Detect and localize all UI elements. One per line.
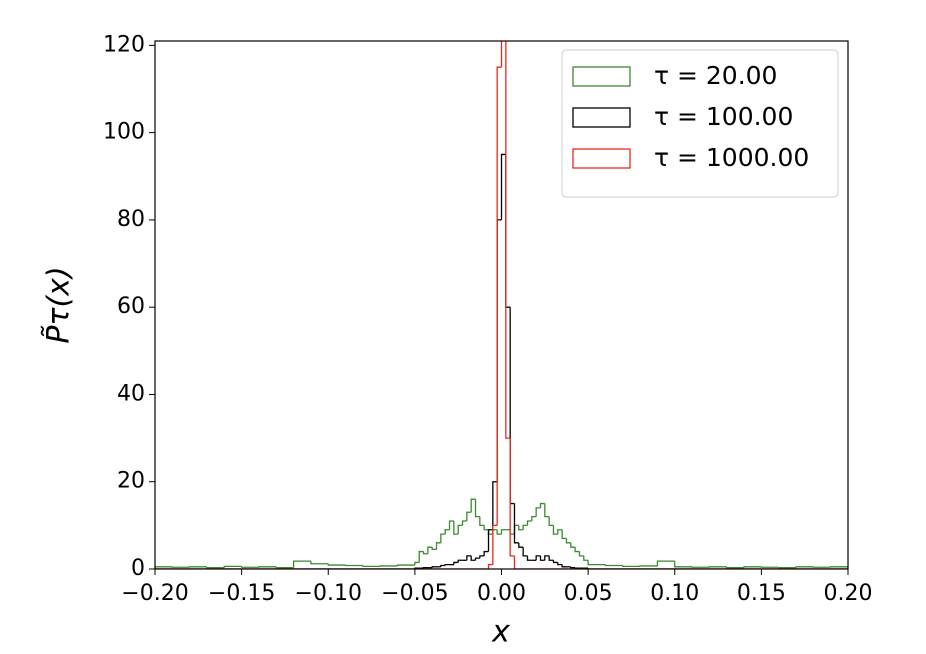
legend-label: τ = 100.00	[654, 102, 793, 131]
x-tick-label: −0.15	[208, 581, 275, 606]
x-tick-label: 0.20	[824, 581, 873, 606]
hist-step	[605, 565, 622, 566]
y-tick-label: 20	[117, 469, 145, 494]
hist-step	[571, 567, 575, 568]
hist-step	[476, 499, 480, 516]
x-tick-label: 0.15	[737, 581, 786, 606]
hist-step	[311, 561, 328, 564]
hist-step	[294, 561, 311, 568]
hist-step	[445, 530, 449, 534]
y-tick-label: 40	[117, 381, 145, 406]
hist-step	[532, 517, 536, 521]
hist-step	[545, 504, 549, 517]
hist-step	[523, 525, 527, 529]
hist-step	[571, 543, 575, 547]
hist-step	[553, 560, 557, 562]
hist-step	[415, 562, 419, 565]
y-tick-label: 80	[117, 207, 145, 232]
x-tick-label: −0.20	[121, 581, 188, 606]
hist-step	[727, 567, 744, 568]
hist-step	[562, 565, 566, 567]
hist-step	[242, 566, 259, 567]
y-tick-label: 0	[131, 556, 145, 581]
hist-step	[484, 552, 488, 556]
x-axis-label: x	[491, 615, 510, 650]
hist-step	[514, 504, 518, 543]
y-tick-label: 100	[103, 120, 145, 145]
hist-step	[675, 561, 692, 567]
x-tick-label: 0.05	[564, 581, 613, 606]
hist-step	[441, 534, 445, 543]
hist-step	[454, 562, 458, 564]
hist-step	[441, 566, 445, 567]
y-tick-label: 60	[117, 294, 145, 319]
hist-step	[458, 560, 462, 562]
hist-step	[328, 564, 345, 565]
hist-step	[224, 566, 241, 567]
hist-step	[562, 530, 566, 539]
hist-step	[623, 566, 640, 567]
hist-step	[657, 561, 674, 566]
hist-step	[480, 517, 484, 526]
hist-step	[276, 567, 293, 568]
hist-step	[458, 525, 462, 534]
hist-step	[363, 566, 380, 567]
hist-step	[467, 512, 471, 521]
hist-step	[207, 567, 224, 568]
hist-step	[558, 562, 562, 564]
hist-step	[437, 543, 441, 550]
hist-step	[579, 552, 583, 556]
y-axis-label: P̃τ(x)	[41, 266, 76, 343]
hist-step	[584, 556, 588, 560]
hist-step	[463, 521, 467, 525]
hist-step	[527, 556, 531, 560]
hist-step	[480, 556, 484, 558]
x-tick-label: 0.00	[477, 581, 526, 606]
hist-step	[484, 525, 488, 529]
hist-step	[588, 560, 605, 564]
hist-step	[497, 67, 501, 525]
hist-step	[575, 547, 579, 551]
hist-step	[432, 567, 436, 568]
hist-step	[549, 556, 553, 560]
hist-step	[523, 547, 527, 556]
hist-step	[527, 521, 531, 525]
hist-step	[502, 530, 506, 534]
hist-step	[514, 556, 518, 569]
hist-step	[566, 538, 570, 542]
hist-step	[445, 565, 449, 566]
legend-label: τ = 1000.00	[654, 143, 809, 172]
x-tick-label: −0.05	[381, 581, 448, 606]
hist-step	[489, 565, 493, 569]
hist-step	[536, 508, 540, 517]
x-tick-label: −0.10	[295, 581, 362, 606]
y-tick-label: 120	[103, 32, 145, 57]
hist-step	[398, 565, 415, 566]
legend-label: τ = 20.00	[654, 61, 777, 90]
hist-step	[549, 517, 553, 526]
hist-step	[476, 558, 480, 560]
hist-step	[796, 567, 813, 568]
hist-step	[744, 567, 761, 568]
hist-step	[519, 543, 523, 547]
x-tick-label: 0.10	[650, 581, 699, 606]
